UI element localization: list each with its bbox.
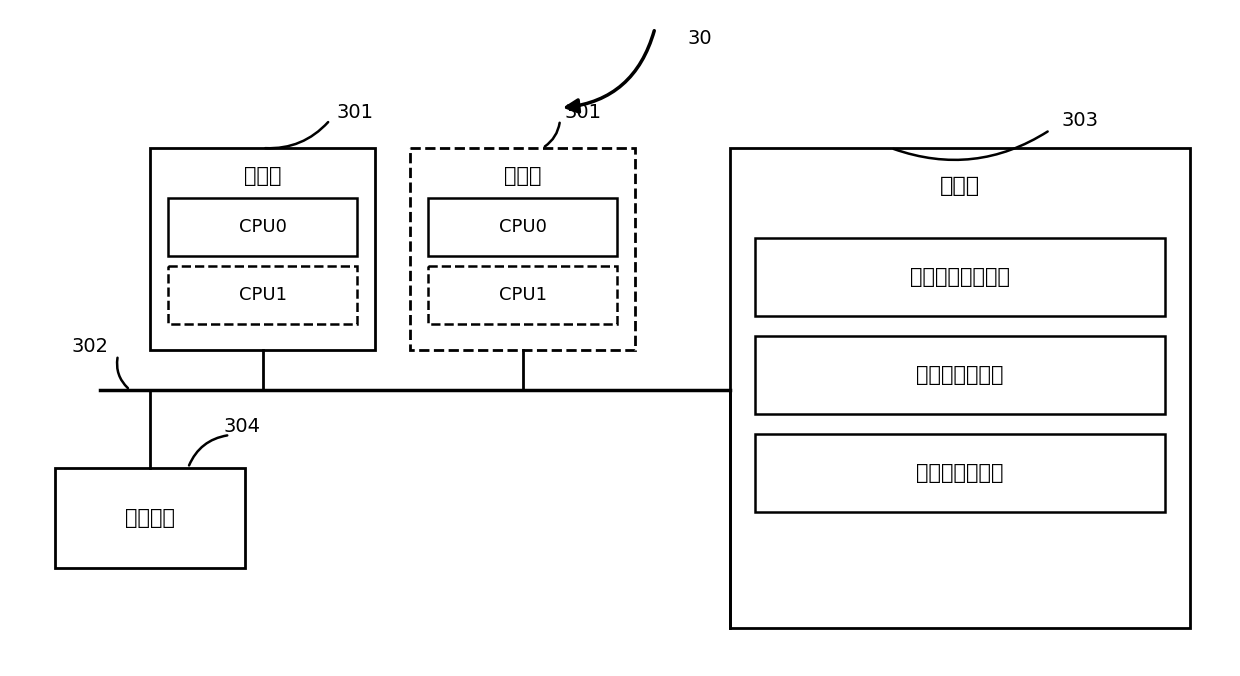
Bar (755, 434, 1166, 512)
Text: 302: 302 (72, 337, 109, 356)
Text: 30: 30 (688, 28, 712, 47)
Bar (730, 148, 1190, 628)
Text: CPU0: CPU0 (238, 218, 286, 236)
Text: 301: 301 (564, 103, 601, 122)
Text: 处理器: 处理器 (503, 166, 541, 186)
Bar (755, 336, 1166, 414)
Text: 304: 304 (223, 418, 260, 437)
Text: 303: 303 (1061, 110, 1099, 130)
Text: 处理器: 处理器 (244, 166, 281, 186)
Text: 301: 301 (336, 103, 373, 122)
Bar (410, 148, 635, 350)
Bar (428, 198, 618, 256)
Bar (150, 148, 374, 350)
Bar (55, 468, 246, 568)
Text: 存储器: 存储器 (940, 176, 980, 196)
Text: 通信接口: 通信接口 (125, 508, 175, 528)
Bar (167, 198, 357, 256)
Text: 深度图恢复指令: 深度图恢复指令 (916, 365, 1003, 385)
Text: 双目相机跟踪指令: 双目相机跟踪指令 (910, 267, 1011, 287)
Text: CPU1: CPU1 (498, 286, 547, 304)
Bar (755, 238, 1166, 316)
Bar (428, 266, 618, 324)
Text: 三维图重建指令: 三维图重建指令 (916, 463, 1003, 483)
Text: CPU1: CPU1 (238, 286, 286, 304)
Text: CPU0: CPU0 (498, 218, 547, 236)
Bar (167, 266, 357, 324)
